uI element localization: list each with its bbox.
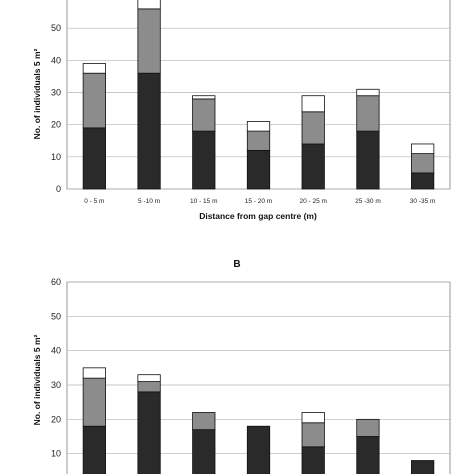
bar-segment [356,88,380,97]
bar-segment [411,172,435,190]
x-tick-label: 25 -30 m [355,198,381,205]
y-tick-label: 20 [51,120,61,130]
bar-segment [192,98,216,132]
y-tick-label: 40 [51,55,61,65]
bar-segment [301,111,325,145]
chart-panel-a: 0 10 20 30 40 50 0 - 5 m 5 -10 m 10 - 15 m 15 - … [32,0,451,221]
x-tick-label: 30 -35 m [410,198,436,205]
bar-segment [137,0,161,10]
y-tick-labels-a: 0 10 20 30 40 50 [51,23,61,194]
bar-segment [192,412,216,431]
x-tick-label: 20 - 25 m [299,198,326,205]
bar-segment [411,460,435,474]
bar-segment [246,130,271,151]
bar-segment [301,446,325,474]
bar-segment [192,130,216,190]
bar-segment [246,425,271,474]
bar-segment [246,149,271,190]
bar-segment [301,412,325,424]
bar-segment [137,381,161,393]
bar-segment [82,72,106,129]
bar-segment [411,143,435,155]
x-axis-label-a: Distance from gap centre (m) [199,211,317,221]
bar-segment [137,72,161,190]
y-tick-labels-b: 10 20 30 40 50 60 [51,277,61,459]
bar-segment [82,127,106,190]
y-axis-label-b: No. of individuals 5 m² [32,335,42,426]
bar-segment [192,429,216,474]
bar-segment [356,418,380,437]
y-tick-label: 10 [51,152,61,162]
x-tick-label: 5 -10 m [138,198,160,205]
x-tick-label: 0 - 5 m [84,198,104,205]
bars-b [82,367,435,474]
bars-a [82,0,435,190]
y-tick-label: 30 [51,87,61,97]
y-tick-label: 50 [51,311,61,321]
bar-segment [82,425,106,474]
y-tick-label: 40 [51,346,61,356]
x-tick-label: 15 - 20 m [245,198,272,205]
bar-segment [301,95,325,113]
y-tick-label: 60 [51,277,61,287]
x-tick-labels-a: 0 - 5 m 5 -10 m 10 - 15 m 15 - 20 m 20 - 25 … [84,198,435,205]
y-tick-label: 50 [51,23,61,33]
bar-segment [246,121,271,132]
bar-segment [301,143,325,190]
bar-segment [192,95,216,100]
bar-segment [301,422,325,448]
y-tick-label: 0 [56,184,61,194]
y-tick-label: 20 [51,414,61,424]
bar-segment [82,367,106,379]
y-tick-label: 10 [51,449,61,459]
bar-segment [356,436,380,474]
bar-segment [137,374,161,382]
bar-segment [356,95,380,132]
y-tick-label: 30 [51,380,61,390]
bar-segment [82,377,106,427]
x-tick-label: 10 - 15 m [190,198,217,205]
chart-panel-b: 10 20 30 40 50 60 No. of individuals 5 m² [32,277,451,474]
bar-segment [356,130,380,190]
panel-b-title: B [233,259,240,270]
bar-segment [82,63,106,74]
y-axis-label-a: No. of individuals 5 m² [32,49,42,140]
bar-segment [411,153,435,174]
bar-segment [137,391,161,474]
bar-segment [137,8,161,74]
